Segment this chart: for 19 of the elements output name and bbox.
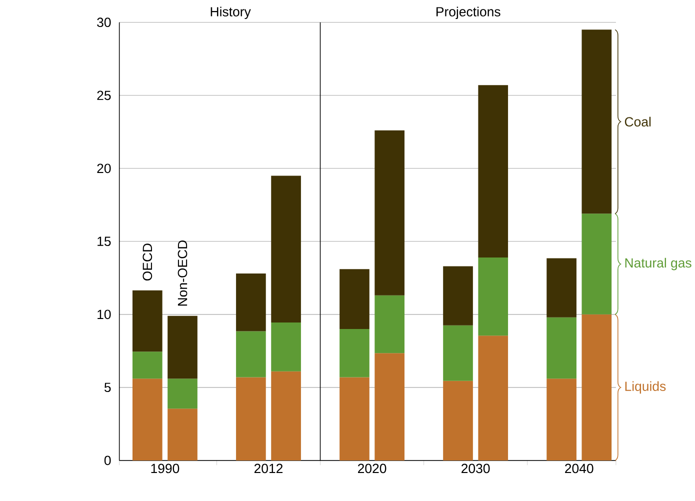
y-tick-label: 25 [97, 90, 111, 100]
text: 2040 [565, 464, 594, 473]
text: 2012 [254, 464, 283, 473]
text: 1990 [151, 464, 180, 473]
text: Projections [436, 6, 500, 19]
text: 2020 [358, 464, 386, 473]
series-label: Natural gas [625, 258, 692, 270]
y-tick-label: 30 [97, 18, 111, 27]
y-tick-label: 20 [97, 164, 111, 173]
annotation: Non-OECD [178, 240, 188, 306]
text: History [210, 6, 251, 19]
annotation: OECD [142, 243, 152, 280]
y-tick-label: 10 [98, 310, 111, 319]
y-tick-label: 5 [104, 382, 111, 392]
series-label: Coal [624, 116, 651, 126]
series-label: Liquids [625, 381, 666, 394]
y-tick-label: 0 [104, 456, 111, 465]
text: 2030 [462, 464, 490, 473]
y-tick-label: 15 [98, 236, 111, 246]
